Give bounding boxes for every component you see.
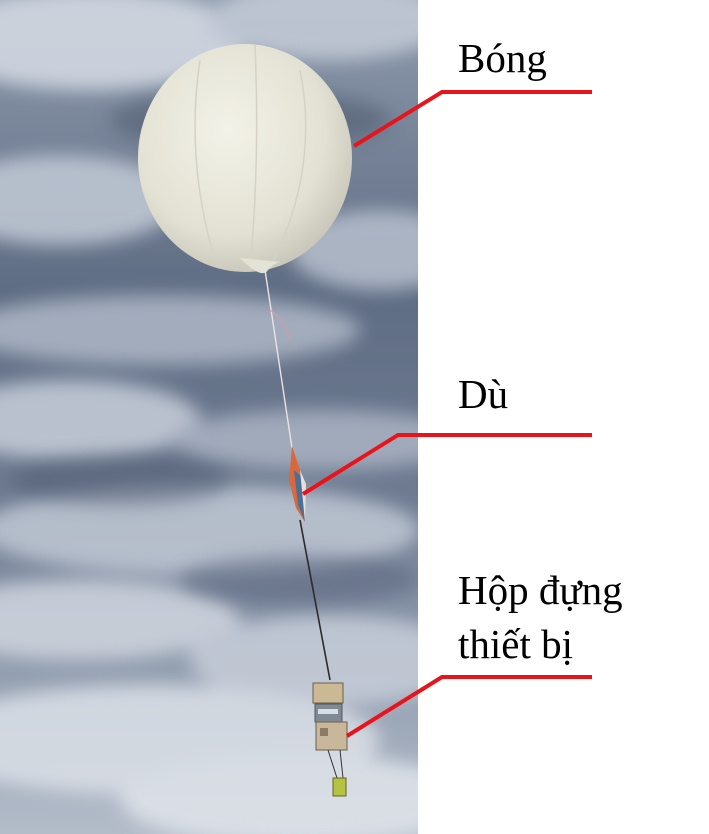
leader-lines [301, 90, 592, 738]
sky-photo [0, 0, 418, 834]
equipment-box-label-line2: thiết bị [458, 621, 574, 667]
equipment-box [312, 682, 348, 797]
parachute-leader-line [301, 433, 592, 496]
parachute-label: Dù [458, 371, 509, 417]
balloon [138, 44, 352, 274]
equipment-box-leader-line [345, 675, 592, 738]
tether-line [264, 269, 331, 681]
balloon-leader-line [352, 90, 592, 148]
balloon-label: Bóng [458, 35, 547, 81]
equipment-box-label-line1: Hộp đựng [458, 567, 623, 613]
parachute [289, 446, 306, 522]
